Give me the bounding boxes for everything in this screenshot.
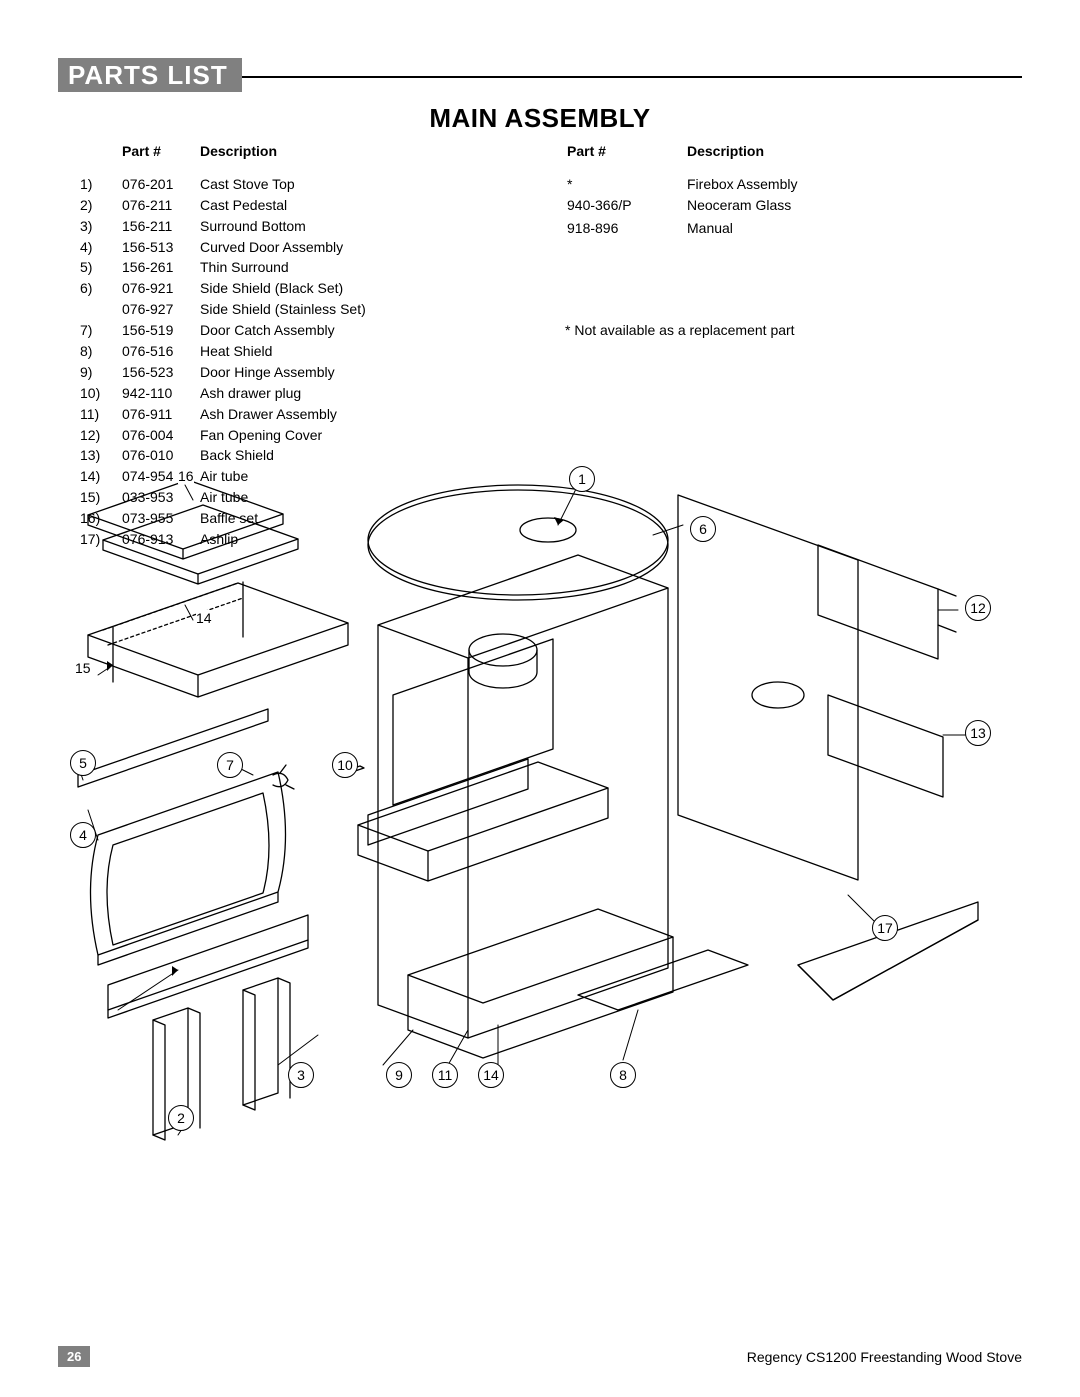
table-row: 6)076-921Side Shield (Black Set): [80, 279, 372, 298]
table-row: 2)076-211Cast Pedestal: [80, 196, 372, 215]
table-row: 8)076-516Heat Shield: [80, 342, 372, 361]
footnote: * Not available as a replacement part: [565, 322, 795, 338]
callout-17: 17: [872, 915, 898, 941]
page-number: 26: [58, 1346, 90, 1367]
section-header: PARTS LIST: [58, 58, 242, 92]
page-footer: 26 Regency CS1200 Freestanding Wood Stov…: [58, 1343, 1022, 1367]
section-subtitle: MAIN ASSEMBLY: [0, 103, 1080, 134]
table-row: 918-896Manual: [567, 219, 803, 238]
callout-2: 2: [168, 1105, 194, 1131]
table-row: 11)076-911Ash Drawer Assembly: [80, 405, 372, 424]
callout-13: 13: [965, 720, 991, 746]
col-header-desc: Description: [687, 142, 803, 161]
callout-11: 11: [432, 1062, 458, 1088]
exploded-diagram: [58, 455, 1022, 1175]
callout-15: 15: [75, 660, 91, 676]
table-row: 10)942-110Ash drawer plug: [80, 384, 372, 403]
callout-14a: 14: [196, 610, 212, 626]
table-row: 4)156-513Curved Door Assembly: [80, 238, 372, 257]
callout-12: 12: [965, 595, 991, 621]
callout-6: 6: [690, 516, 716, 542]
col-header-desc: Description: [200, 142, 372, 161]
table-row: 3)156-211Surround Bottom: [80, 217, 372, 236]
col-header-part: Part #: [567, 142, 643, 161]
table-row: *Firebox Assembly: [567, 175, 803, 194]
page: PARTS LIST MAIN ASSEMBLY Part # Descript…: [0, 0, 1080, 1397]
table-row: 940-366/PNeoceram Glass: [567, 196, 803, 215]
table-row: 076-927Side Shield (Stainless Set): [80, 300, 372, 319]
callout-7: 7: [217, 752, 243, 778]
callout-3: 3: [288, 1062, 314, 1088]
footer-text: Regency CS1200 Freestanding Wood Stove: [747, 1349, 1022, 1365]
parts-table-right: Part # Description *Firebox Assembly 940…: [565, 140, 805, 240]
table-row: 5)156-261Thin Surround: [80, 258, 372, 277]
callout-5: 5: [70, 750, 96, 776]
callout-9: 9: [386, 1062, 412, 1088]
callout-4: 4: [70, 822, 96, 848]
callout-16: 16: [178, 468, 194, 484]
table-row: 1)076-201Cast Stove Top: [80, 175, 372, 194]
table-row: 9)156-523Door Hinge Assembly: [80, 363, 372, 382]
callout-8: 8: [610, 1062, 636, 1088]
table-row: 7)156-519Door Catch Assembly: [80, 321, 372, 340]
callout-14b: 14: [478, 1062, 504, 1088]
table-row: 12)076-004Fan Opening Cover: [80, 426, 372, 445]
callout-1: 1: [569, 466, 595, 492]
callout-10: 10: [332, 752, 358, 778]
col-header-part: Part #: [122, 142, 198, 161]
